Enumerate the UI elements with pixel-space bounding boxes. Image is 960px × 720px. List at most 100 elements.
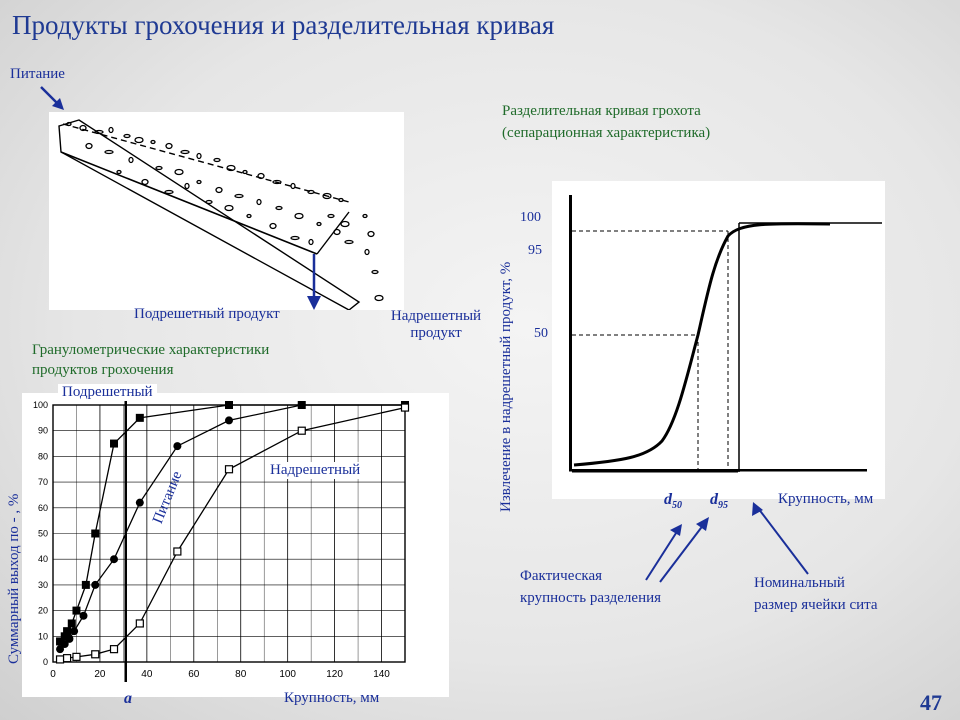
- separation-heading-line2: (сепарационная характеристика): [502, 125, 711, 141]
- y-tick-label: 10: [38, 631, 48, 641]
- data-point: [62, 654, 72, 663]
- separation-chart-panel: [548, 181, 885, 499]
- cut-size-marker-a: a: [124, 690, 132, 707]
- data-point: [109, 645, 119, 654]
- page-title: Продукты грохочения и разделительная кри…: [12, 10, 555, 40]
- pebble: [174, 168, 184, 176]
- data-point: [60, 632, 69, 641]
- arrow-to-d50: [645, 529, 679, 581]
- data-point: [110, 555, 119, 564]
- page-number: 47: [920, 690, 942, 715]
- data-point: [225, 416, 233, 425]
- pebble: [141, 178, 149, 186]
- pebble: [164, 189, 174, 195]
- annotation-arrows: [645, 502, 809, 583]
- pebble: [272, 179, 282, 185]
- pebble: [224, 204, 234, 212]
- y-tick-label: 0: [43, 657, 48, 667]
- pebble: [371, 269, 379, 275]
- x-tick-label: 0: [50, 669, 56, 680]
- tick-100: 100: [520, 210, 541, 225]
- granulometry-chart: 0 10 20 30 40 50 60 70 80 90 100 0 20 40 60 80 100 120 140: [33, 393, 410, 682]
- pebble: [307, 189, 315, 195]
- actual-cut-size-label: Фактическая крупность разделения: [520, 565, 661, 609]
- tick-50: 50: [534, 326, 548, 341]
- pebble: [327, 213, 335, 219]
- oversize-label: Надрешетный продукт: [372, 308, 500, 342]
- pebble: [104, 149, 114, 155]
- granulometry-heading: Гранулометрические характеристики продук…: [32, 340, 269, 380]
- d95-subscript: 95: [718, 500, 728, 512]
- pebble: [66, 121, 72, 127]
- pebble: [290, 182, 296, 190]
- nominal-mesh-line2: размер ячейки сита: [754, 597, 878, 613]
- d95-label: d95: [710, 491, 728, 511]
- pebble: [338, 197, 344, 203]
- separation-heading: Разделительная кривая грохота (сепарацио…: [502, 100, 710, 144]
- pebble: [344, 239, 354, 245]
- pebble: [215, 186, 223, 194]
- pebble: [364, 248, 370, 256]
- nominal-mesh-label: Номинальный размер ячейки сита: [754, 572, 878, 616]
- x-tick-label: 20: [94, 669, 106, 680]
- y-tick-label: 90: [38, 426, 48, 436]
- pebble: [85, 142, 93, 150]
- x-tick-label: 60: [188, 669, 200, 680]
- pebble: [234, 193, 244, 199]
- pebble: [256, 198, 262, 206]
- pebble: [94, 129, 104, 135]
- separation-y-axis: [569, 195, 572, 471]
- data-point: [135, 413, 144, 422]
- data-point: [65, 634, 74, 643]
- data-point: [297, 401, 306, 409]
- granulometry-heading-line2: продуктов грохочения: [32, 362, 174, 378]
- data-point: [56, 645, 65, 654]
- pebble: [108, 126, 114, 134]
- arrow-to-d95: [659, 523, 705, 583]
- data-point: [297, 426, 306, 435]
- pebble: [180, 149, 190, 155]
- x-tick-label: 120: [326, 669, 343, 680]
- d50-letter: d: [664, 491, 672, 508]
- pebble: [205, 199, 213, 205]
- data-point: [72, 606, 81, 615]
- pebble: [134, 136, 144, 144]
- data-point: [224, 465, 234, 474]
- screen-deck-drawing: [58, 119, 384, 311]
- feed-label: Питание: [10, 66, 65, 82]
- y-tick-label: 20: [38, 606, 48, 616]
- pebble: [123, 133, 131, 139]
- data-point: [173, 442, 182, 451]
- pebble: [316, 221, 322, 227]
- pebble: [150, 139, 156, 145]
- pebble: [308, 238, 314, 246]
- d95-letter: d: [710, 491, 718, 508]
- separation-ylabel: Извлечение в надрешетный продукт, %: [498, 261, 514, 512]
- pebble: [374, 294, 384, 302]
- data-point: [91, 529, 100, 538]
- pebble: [269, 222, 277, 230]
- granulometry-ylabel: Суммарный выход по - , %: [6, 493, 22, 664]
- x-tick-label: 80: [235, 669, 247, 680]
- separation-curve: [573, 222, 831, 467]
- pebble: [257, 172, 265, 180]
- oversize-label-line1: Надрешетный: [390, 308, 482, 324]
- separation-x-axis: [569, 469, 867, 472]
- pebble: [322, 192, 332, 200]
- pebble: [196, 179, 202, 185]
- granulometry-heading-line1: Гранулометрические характеристики: [32, 342, 270, 358]
- data-point: [60, 640, 69, 649]
- legend-oversize: Надрешетный: [268, 462, 363, 479]
- pebble: [290, 235, 300, 241]
- legend-undersize: Подрешетный: [58, 384, 157, 401]
- d50-label: d50: [664, 491, 682, 511]
- pebble: [213, 157, 221, 163]
- undersize-label: Подрешетный продукт: [134, 306, 280, 322]
- pebble: [362, 213, 368, 219]
- pebble: [155, 165, 163, 171]
- separation-xlabel: Крупность, мм: [778, 491, 874, 507]
- data-point: [72, 652, 81, 661]
- pebble: [165, 142, 173, 150]
- y-tick-label: 30: [38, 580, 48, 590]
- undersize-arrow: [307, 254, 321, 310]
